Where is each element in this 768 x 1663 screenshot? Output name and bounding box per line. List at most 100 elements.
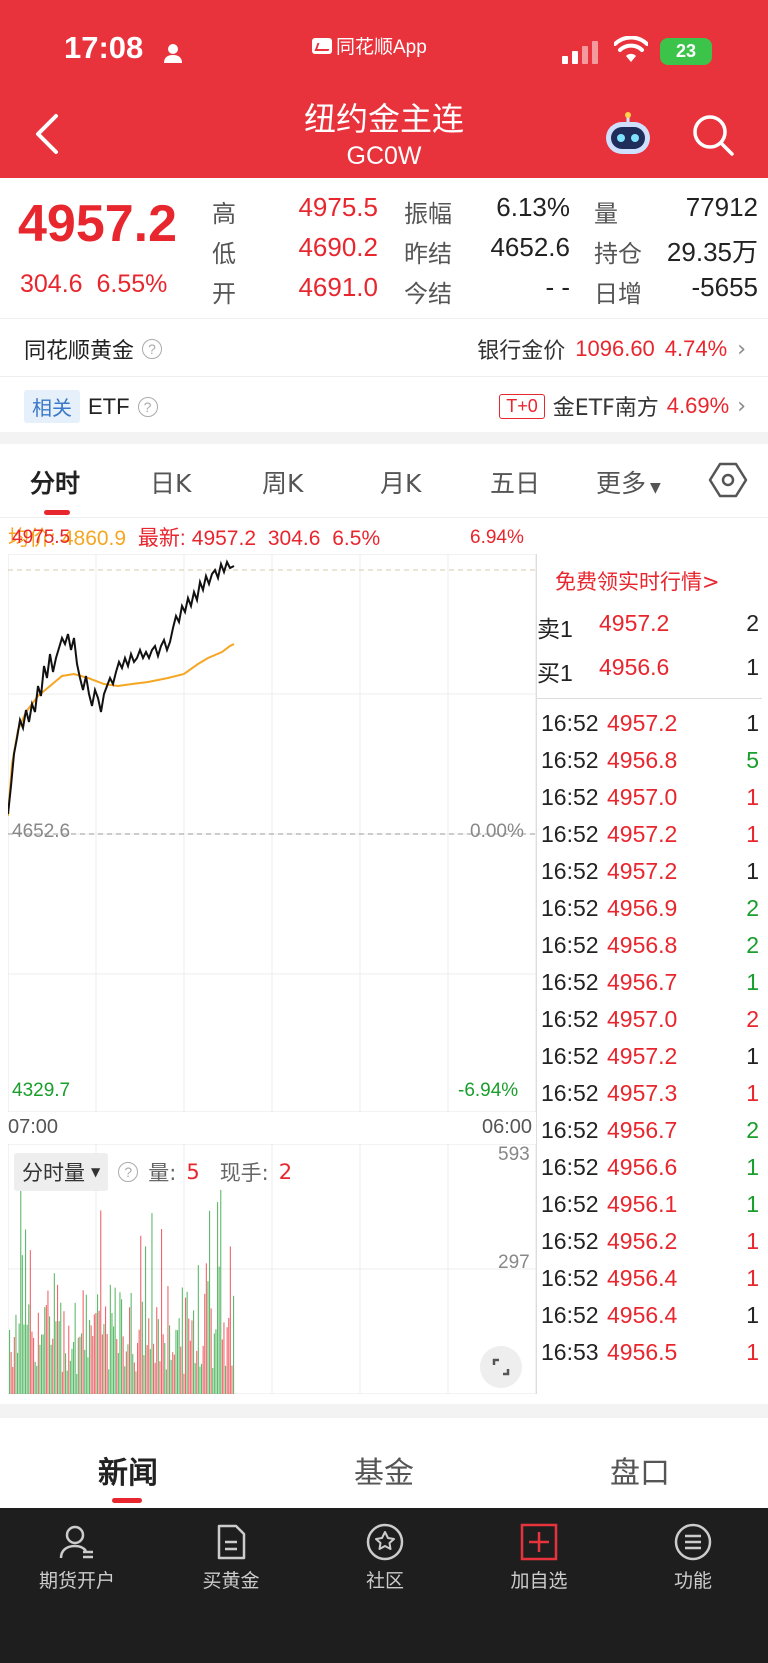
volume-bar bbox=[193, 1310, 195, 1394]
ths-gold-link[interactable]: 同花顺黄金 ? bbox=[24, 333, 163, 365]
related-tag: 相关 bbox=[24, 390, 80, 423]
etf-label: ETF bbox=[88, 393, 130, 419]
ask-1-qty: 2 bbox=[746, 610, 759, 636]
price-change-row: 304.6 6.55% bbox=[20, 270, 167, 299]
volume-bar bbox=[114, 1287, 116, 1394]
volume-bar bbox=[116, 1338, 118, 1394]
volume-bar bbox=[117, 1353, 119, 1394]
volume-bar bbox=[71, 1348, 73, 1394]
tab-news[interactable]: 新闻 bbox=[98, 1456, 158, 1491]
volume-bar bbox=[233, 1295, 235, 1394]
tick-row: 16:52 4956.8 5 bbox=[537, 741, 762, 780]
volume-type-select[interactable]: 分时量 ▼ bbox=[14, 1153, 109, 1191]
tick-time: 16:53 bbox=[541, 1339, 599, 1365]
nav-label: 期货开户 bbox=[38, 1570, 115, 1592]
volume-bar bbox=[31, 1331, 33, 1394]
tab-funds[interactable]: 基金 bbox=[354, 1456, 414, 1491]
tick-qty: 1 bbox=[746, 1265, 759, 1291]
volume-bar bbox=[151, 1213, 153, 1394]
tab-more[interactable]: 更多 ▼ bbox=[596, 464, 661, 500]
tab-monthly-k[interactable]: 月K bbox=[380, 469, 422, 498]
volume-bar bbox=[103, 1324, 105, 1394]
tick-time: 16:52 bbox=[541, 710, 599, 736]
nav-buy-gold[interactable]: 买黄金 bbox=[154, 1508, 308, 1608]
tick-price: 4957.0 bbox=[607, 784, 678, 810]
etf-quote[interactable]: T+0 金ETF南方 4.69% › bbox=[499, 390, 746, 422]
nav-community[interactable]: 社区 bbox=[308, 1508, 462, 1608]
tab-order-book[interactable]: 盘口 bbox=[610, 1456, 670, 1491]
intraday-info-bar: 均价: 4860.9 最新: 4957.2 304.6 6.5% bbox=[8, 522, 386, 552]
volume-bar bbox=[17, 1352, 19, 1394]
bid-1-label: 买1 bbox=[537, 660, 573, 686]
volume-bar bbox=[113, 1326, 115, 1394]
tick-time: 16:52 bbox=[541, 858, 599, 884]
volume-max: 593 bbox=[498, 1144, 530, 1165]
robot-assistant-icon[interactable] bbox=[602, 112, 654, 158]
volume-bar bbox=[33, 1337, 35, 1394]
tick-price: 4956.6 bbox=[607, 1154, 678, 1180]
price-line bbox=[8, 559, 235, 815]
ask-1-price: 4957.2 bbox=[599, 610, 670, 636]
volume-bar bbox=[101, 1334, 103, 1394]
back-button[interactable] bbox=[30, 110, 66, 158]
volume-bar bbox=[154, 1362, 156, 1394]
high-label: 高 bbox=[212, 200, 236, 228]
search-button[interactable] bbox=[690, 112, 736, 158]
hand-label: 现手: bbox=[219, 1161, 269, 1185]
volume-bar bbox=[93, 1314, 95, 1394]
daily-increase-label: 日增 bbox=[594, 280, 642, 308]
document-icon bbox=[217, 1524, 246, 1560]
volume-bar bbox=[209, 1210, 211, 1394]
contract-code: GC0W bbox=[346, 142, 422, 170]
tab-five-day[interactable]: 五日 bbox=[490, 469, 541, 498]
chart-high-price: 4975.5 bbox=[12, 527, 71, 548]
chart-settings-button[interactable] bbox=[708, 460, 748, 500]
volume-bar bbox=[199, 1366, 201, 1394]
tick-time: 16:52 bbox=[541, 1265, 599, 1291]
tick-qty: 2 bbox=[746, 1006, 759, 1032]
volume-bar bbox=[41, 1334, 43, 1394]
nav-futures-account[interactable]: 期货开户 bbox=[0, 1508, 154, 1608]
daily-increase-value: -5655 bbox=[691, 272, 759, 302]
tick-price: 4956.1 bbox=[607, 1191, 678, 1217]
tab-intraday[interactable]: 分时 bbox=[30, 469, 81, 498]
page-title: 纽约金主连 bbox=[303, 100, 464, 138]
tick-qty: 1 bbox=[746, 1080, 759, 1106]
volume-bar bbox=[74, 1302, 76, 1394]
tick-row: 16:52 4957.3 1 bbox=[537, 1074, 762, 1113]
help-icon[interactable]: ? bbox=[118, 1162, 139, 1182]
bank-gold-value: 1096.60 bbox=[575, 336, 655, 361]
volume-bar bbox=[122, 1336, 124, 1394]
volume-controls: 分时量 ▼ ? 量: 5 现手: 2 bbox=[14, 1153, 292, 1191]
bank-gold-price[interactable]: 银行金价 1096.60 4.74% › bbox=[477, 333, 746, 365]
chart-end-time: 06:00 bbox=[482, 1116, 533, 1138]
nav-add-watchlist[interactable]: 加自选 bbox=[462, 1508, 616, 1608]
signal-icon bbox=[562, 41, 598, 64]
tick-time: 16:52 bbox=[541, 1154, 599, 1180]
nav-functions[interactable]: 功能 bbox=[616, 1508, 768, 1608]
volume-bar bbox=[183, 1373, 185, 1394]
help-icon[interactable]: ? bbox=[142, 339, 163, 359]
fullscreen-icon[interactable] bbox=[480, 1346, 522, 1388]
help-icon[interactable]: ? bbox=[137, 396, 158, 417]
source-app-link[interactable]: 同花顺App bbox=[312, 32, 427, 59]
intraday-price-chart[interactable] bbox=[8, 554, 536, 1112]
volume-bar bbox=[57, 1284, 59, 1394]
tab-weekly-k[interactable]: 周K bbox=[262, 469, 304, 498]
nav-label: 买黄金 bbox=[202, 1570, 260, 1592]
bank-gold-pct: 4.74% bbox=[664, 336, 728, 361]
volume-bar bbox=[167, 1286, 169, 1394]
tab-daily-k[interactable]: 日K bbox=[150, 469, 192, 498]
volume-bar bbox=[13, 1337, 15, 1394]
tick-time: 16:52 bbox=[541, 1302, 599, 1328]
amplitude-label: 振幅 bbox=[404, 200, 452, 228]
chart-low-price: 4329.7 bbox=[12, 1080, 71, 1101]
free-realtime-promo[interactable]: 免费领实时行情> bbox=[555, 570, 720, 594]
divider bbox=[0, 376, 768, 377]
nav-label: 功能 bbox=[673, 1570, 712, 1592]
related-etf[interactable]: 相关 ETF ? bbox=[24, 390, 158, 423]
volume-bar bbox=[130, 1292, 132, 1394]
amplitude-value: 6.13% bbox=[496, 192, 570, 222]
volume-bar bbox=[87, 1357, 89, 1394]
volume-bar bbox=[105, 1306, 107, 1394]
